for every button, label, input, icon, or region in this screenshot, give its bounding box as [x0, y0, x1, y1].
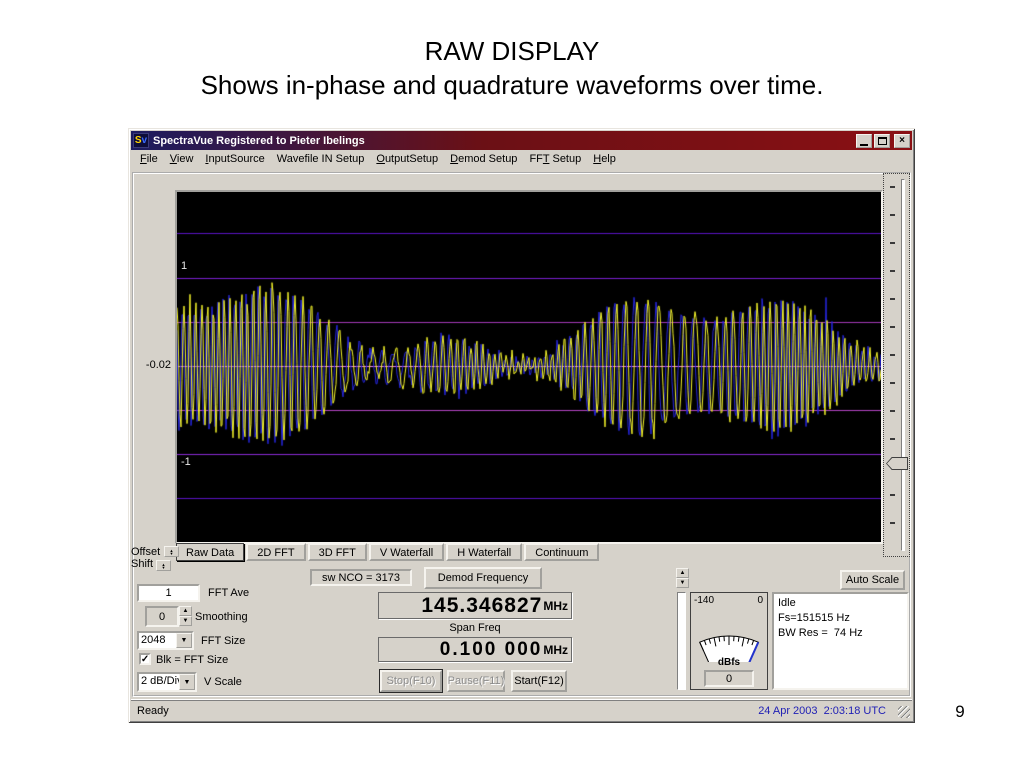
slide: RAW DISPLAY Shows in-phase and quadratur… [0, 0, 1024, 768]
status-line-idle: Idle [778, 596, 903, 611]
fft-ave-label: FFT Ave [208, 587, 249, 599]
y-axis-label-center: -0.02 [134, 359, 171, 371]
waveform-plot[interactable]: 1 -1 [175, 190, 883, 544]
fft-size-value: 2048 [139, 633, 176, 648]
meter-value: 0 [704, 670, 754, 687]
smoothing-label: Smoothing [195, 611, 248, 623]
shift-spinner[interactable]: ▲▼ [156, 560, 171, 571]
stop-button[interactable]: Stop(F10) [380, 670, 442, 692]
waveform-canvas[interactable] [177, 192, 881, 542]
maximize-icon [878, 137, 887, 145]
center-frequency-display[interactable]: 145.346827 MHz [378, 592, 572, 619]
menu-fft-setup[interactable]: FFT Setup [523, 151, 587, 167]
fft-size-label: FFT Size [201, 635, 245, 647]
smoothing-spinner[interactable]: ▲ ▼ [179, 606, 192, 626]
minimize-icon [860, 144, 868, 146]
close-icon: × [899, 135, 905, 146]
checkmark-icon: ✓ [141, 654, 149, 665]
status-line-fs: Fs=151515 Hz [778, 611, 903, 626]
status-info-box: Idle Fs=151515 Hz BW Res = 74 Hz [772, 592, 909, 690]
center-frequency-unit: MHz [543, 599, 568, 613]
span-frequency-value: 0.100 000 [440, 639, 543, 661]
tab-3d-fft[interactable]: 3D FFT [308, 543, 367, 561]
status-line-bw: BW Res = 74 Hz [778, 626, 903, 641]
slider-track[interactable] [901, 179, 905, 551]
maximize-button[interactable] [874, 134, 890, 148]
menu-help[interactable]: Help [587, 151, 622, 167]
slider-ticks [890, 186, 895, 546]
pause-button[interactable]: Pause(F11) [447, 670, 505, 692]
close-button[interactable]: × [894, 134, 910, 148]
v-scale-label: V Scale [204, 676, 242, 688]
statusbar-datetime: 24 Apr 2003 2:03:18 UTC [758, 705, 886, 717]
vertical-scale-slider[interactable] [883, 173, 910, 557]
offset-label: Offset [131, 546, 160, 558]
spin-down-icon[interactable]: ▼ [676, 578, 689, 588]
fft-ave-input[interactable]: 1 [137, 584, 200, 602]
menu-outputsetup[interactable]: OutputSetup [370, 151, 444, 167]
center-frequency-value: 145.346827 [421, 594, 542, 618]
v-scale-value: 2 dB/Div [139, 674, 179, 690]
app-window: Sv SpectraVue Registered to Pieter Ibeli… [128, 128, 915, 723]
offset-spinner[interactable]: ▲▼ [164, 546, 179, 557]
v-scale-combo[interactable]: 2 dB/Div ▼ [137, 672, 197, 692]
menu-demod-setup[interactable]: Demod Setup [444, 151, 523, 167]
nco-readout: sw NCO = 3173 [310, 569, 412, 586]
menu-view[interactable]: View [164, 151, 200, 167]
auto-scale-button[interactable]: Auto Scale [840, 570, 905, 590]
span-freq-label: Span Freq [378, 622, 572, 634]
demod-frequency-button[interactable]: Demod Frequency [424, 567, 542, 589]
resize-grip-icon[interactable] [898, 706, 910, 718]
tab-continuum[interactable]: Continuum [524, 543, 599, 561]
dropdown-icon[interactable]: ▼ [176, 633, 192, 648]
y-axis-label-plus1: 1 [181, 260, 187, 272]
menu-inputsource[interactable]: InputSource [199, 151, 270, 167]
shift-label: Shift [131, 558, 153, 570]
dbfs-meter: -140 0 dBfs 0 [690, 592, 768, 690]
statusbar-ready: Ready [137, 705, 758, 717]
spin-down-icon[interactable]: ▼ [179, 616, 192, 626]
spin-up-icon[interactable]: ▲ [676, 568, 689, 578]
display-tabs: Raw Data 2D FFT 3D FFT V Waterfall H Wat… [176, 543, 599, 561]
menubar: FileViewInputSourceWavefile IN SetupOutp… [131, 150, 912, 168]
tab-2d-fft[interactable]: 2D FFT [246, 543, 305, 561]
smoothing-input[interactable]: 0 [145, 606, 179, 627]
slide-page-number: 9 [948, 702, 972, 722]
dropdown-icon[interactable]: ▼ [179, 674, 195, 690]
blk-fft-checkbox[interactable]: ✓ [139, 653, 151, 665]
menu-file[interactable]: File [134, 151, 164, 167]
blk-fft-label: Blk = FFT Size [156, 654, 228, 666]
app-icon: Sv [133, 133, 149, 148]
fft-size-combo[interactable]: 2048 ▼ [137, 631, 194, 650]
tab-h-waterfall[interactable]: H Waterfall [446, 543, 522, 561]
statusbar: Ready 24 Apr 2003 2:03:18 UTC [131, 700, 912, 720]
slide-title-line2: Shows in-phase and quadrature waveforms … [0, 70, 1024, 100]
menu-wavefile-in-setup[interactable]: Wavefile IN Setup [271, 151, 371, 167]
span-frequency-display[interactable]: 0.100 000 MHz [378, 637, 572, 662]
slide-title-line1: RAW DISPLAY [0, 36, 1024, 66]
y-axis-label-minus1: -1 [181, 456, 191, 468]
tab-v-waterfall[interactable]: V Waterfall [369, 543, 444, 561]
titlebar[interactable]: Sv SpectraVue Registered to Pieter Ibeli… [131, 131, 912, 150]
tab-raw-data[interactable]: Raw Data [176, 543, 244, 561]
meter-unit-label: dBfs [691, 657, 767, 668]
start-button[interactable]: Start(F12) [511, 670, 567, 692]
level-spinner[interactable]: ▲ ▼ [676, 568, 689, 588]
spin-up-icon[interactable]: ▲ [179, 606, 192, 616]
window-title: SpectraVue Registered to Pieter Ibelings [153, 135, 854, 147]
meter-gauge [692, 604, 766, 662]
level-bar [677, 592, 686, 690]
minimize-button[interactable] [856, 134, 872, 148]
span-frequency-unit: MHz [543, 643, 568, 657]
